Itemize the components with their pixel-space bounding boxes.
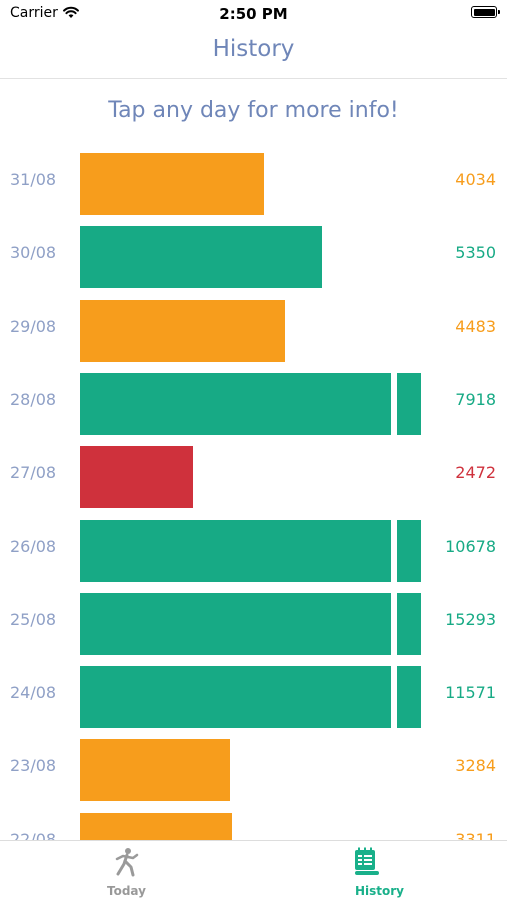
history-row[interactable]: 29/08 4483 [0, 297, 507, 362]
steps-bar-fill [80, 372, 391, 435]
history-row[interactable]: 28/08 7918 [0, 370, 507, 435]
history-date: 28/08 [10, 389, 57, 409]
history-row[interactable]: 26/08 10678 [0, 517, 507, 582]
steps-bar-fill [80, 446, 193, 509]
steps-bar-fill [80, 592, 391, 655]
history-steps: 4483 [455, 316, 496, 336]
instruction-text: Tap any day for more info! [108, 98, 399, 123]
page-title: History [212, 36, 295, 62]
status-time: 2:50 PM [219, 5, 288, 23]
history-row[interactable]: 31/08 4034 [0, 150, 507, 215]
history-date: 29/08 [10, 316, 57, 336]
history-date: 22/08 [10, 829, 57, 840]
history-list[interactable]: 31/08 4034 30/08 5350 29/08 4483 28/08 7918 27/0… [0, 150, 507, 840]
history-date: 27/08 [10, 463, 57, 483]
history-row[interactable]: 27/08 2472 [0, 443, 507, 509]
steps-bar-overflow [397, 519, 421, 582]
history-steps: 5350 [455, 243, 496, 263]
tab-history[interactable]: History [253, 841, 506, 901]
tab-today[interactable]: Today [0, 841, 253, 901]
steps-bar-overflow [397, 666, 421, 729]
history-row[interactable]: 30/08 5350 [0, 223, 507, 289]
navigation-bar: History [0, 30, 507, 79]
carrier-label: Carrier [10, 5, 58, 21]
history-steps: 3311 [455, 829, 496, 840]
battery-icon [471, 6, 500, 18]
status-bar: Carrier 2:50 PM [0, 0, 507, 30]
history-row[interactable]: 25/08 15293 [0, 590, 507, 655]
steps-bar-fill [80, 299, 285, 362]
steps-bar-fill [80, 666, 391, 729]
steps-bar-overflow [397, 372, 421, 435]
steps-bar-fill [80, 739, 230, 802]
wifi-icon [62, 4, 80, 23]
history-steps: 2472 [455, 463, 496, 483]
history-row[interactable]: 22/08 3311 [0, 810, 507, 840]
history-steps: 11571 [445, 683, 496, 703]
history-steps: 10678 [445, 536, 496, 556]
tab-today-label: Today [107, 884, 146, 898]
steps-bar-overflow [397, 592, 421, 655]
history-date: 26/08 [10, 536, 57, 556]
history-row[interactable]: 24/08 11571 [0, 663, 507, 729]
history-list-icon [352, 847, 382, 881]
history-steps: 4034 [455, 170, 496, 189]
steps-bar-fill [80, 812, 232, 840]
steps-bar-fill [80, 226, 322, 289]
walking-person-icon [113, 847, 141, 881]
tab-history-label: History [354, 884, 405, 898]
steps-bar-fill [80, 153, 264, 215]
history-steps: 7918 [455, 389, 496, 409]
history-steps: 3284 [455, 756, 496, 776]
history-row[interactable]: 23/08 3284 [0, 736, 507, 802]
history-steps: 15293 [445, 609, 496, 629]
history-date: 30/08 [10, 243, 57, 263]
history-date: 24/08 [10, 683, 57, 703]
history-date: 25/08 [10, 609, 57, 629]
tab-bar: Today History [0, 840, 507, 901]
steps-bar-fill [80, 519, 391, 582]
history-date: 23/08 [10, 756, 57, 776]
history-date: 31/08 [10, 170, 57, 189]
